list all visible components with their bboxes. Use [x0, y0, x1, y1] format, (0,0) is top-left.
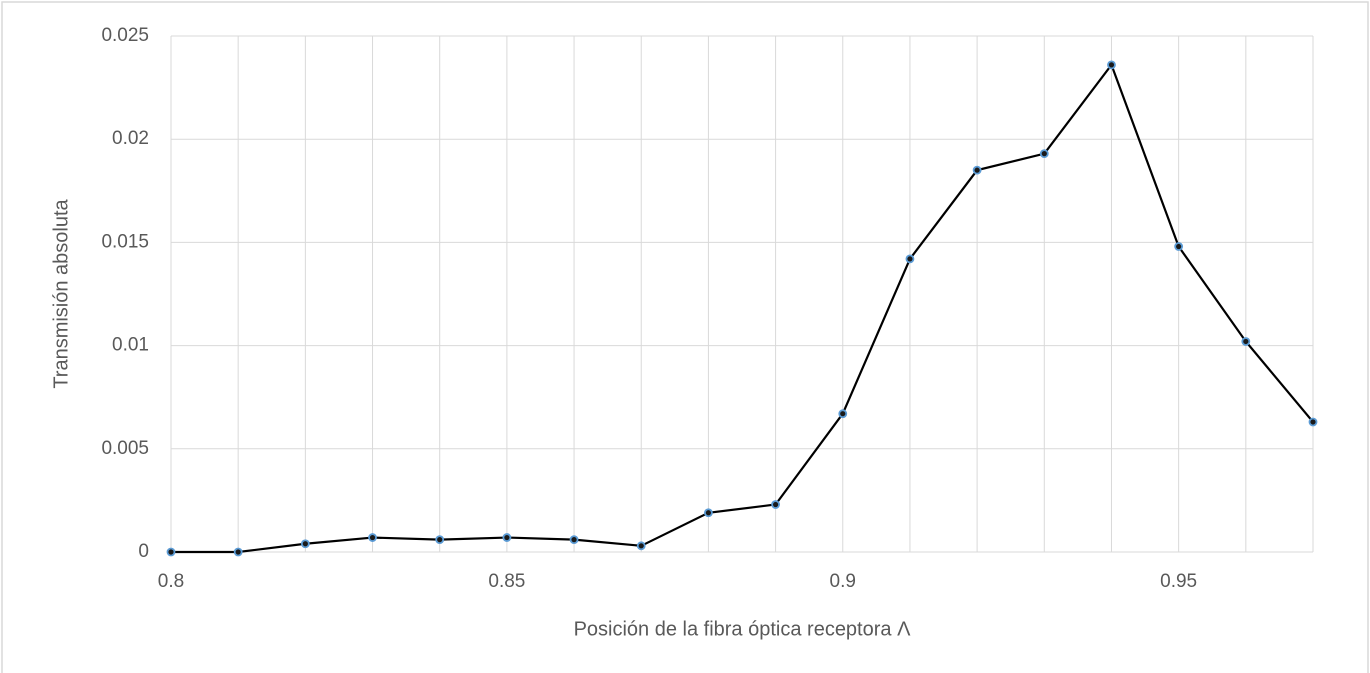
- data-point: [905, 254, 915, 264]
- x-tick-label: 0.85: [488, 571, 525, 592]
- data-point: [569, 535, 579, 545]
- data-point: [636, 541, 646, 551]
- y-tick-label: 0: [138, 541, 149, 562]
- data-point: [233, 547, 243, 557]
- data-point: [1039, 149, 1049, 159]
- data-point: [1308, 417, 1318, 427]
- data-point: [300, 539, 310, 549]
- data-point: [972, 165, 982, 175]
- data-point: [771, 500, 780, 509]
- y-tick-label: 0.005: [101, 438, 149, 459]
- data-point: [838, 409, 848, 419]
- data-point: [1174, 242, 1184, 251]
- x-axis-title: Posición de la fibra óptica receptora Λ: [574, 618, 912, 640]
- y-axis-title: Transmisión absoluta: [50, 198, 72, 388]
- y-tick-label: 0.01: [112, 335, 149, 356]
- x-tick-label: 0.8: [158, 571, 184, 592]
- data-point: [704, 508, 713, 518]
- x-tick-label: 0.9: [830, 571, 856, 592]
- data-point: [435, 535, 445, 545]
- data-point: [368, 533, 377, 542]
- data-line: [171, 62, 1314, 554]
- y-tick-label: 0.02: [112, 128, 149, 149]
- data-point: [166, 547, 176, 557]
- y-tick-label: 0.025: [101, 25, 149, 46]
- y-tick-label: 0.015: [101, 231, 149, 252]
- data-point: [1107, 60, 1116, 70]
- x-tick-label: 0.95: [1160, 571, 1197, 592]
- data-point: [502, 533, 512, 542]
- data-point: [1241, 337, 1251, 346]
